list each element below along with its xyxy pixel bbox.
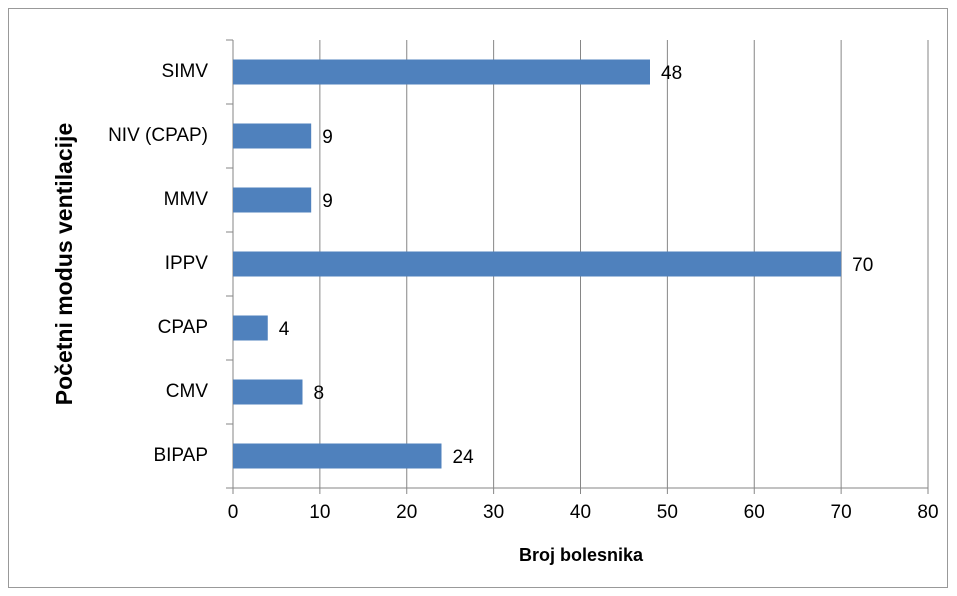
x-tick-label: 70 [831,502,852,523]
data-label: 8 [314,383,325,404]
chart-frame [8,8,948,588]
data-label: 4 [279,319,290,340]
y-tick-label: CPAP [158,317,208,338]
data-label: 48 [661,63,682,84]
bar [233,187,312,213]
bar [233,123,312,149]
y-tick-label: NIV (CPAP) [108,125,208,146]
y-axis-title: Početni modus ventilacije [51,123,77,405]
x-tick-label: 10 [309,502,330,523]
data-label: 9 [322,191,333,212]
y-tick-label: MMV [164,189,209,210]
y-tick-label: CMV [166,381,209,402]
bar [233,443,442,469]
data-label: 24 [453,447,475,468]
x-tick-label: 60 [744,502,765,523]
data-label: 70 [852,255,873,276]
x-axis-title: Broj bolesnika [519,545,644,565]
y-tick-label: SIMV [162,61,209,82]
y-tick-label: BIPAP [153,445,208,466]
bar [233,59,650,85]
bar [233,251,842,277]
x-tick-label: 30 [483,502,504,523]
x-tick-label: 50 [657,502,678,523]
x-tick-label: 20 [396,502,417,523]
x-tick-label: 40 [570,502,591,523]
bar [233,379,303,405]
x-tick-label: 80 [917,502,938,523]
x-tick-label: 0 [228,502,239,523]
y-tick-label: IPPV [165,253,209,274]
bar [233,315,268,341]
data-label: 9 [322,127,333,148]
